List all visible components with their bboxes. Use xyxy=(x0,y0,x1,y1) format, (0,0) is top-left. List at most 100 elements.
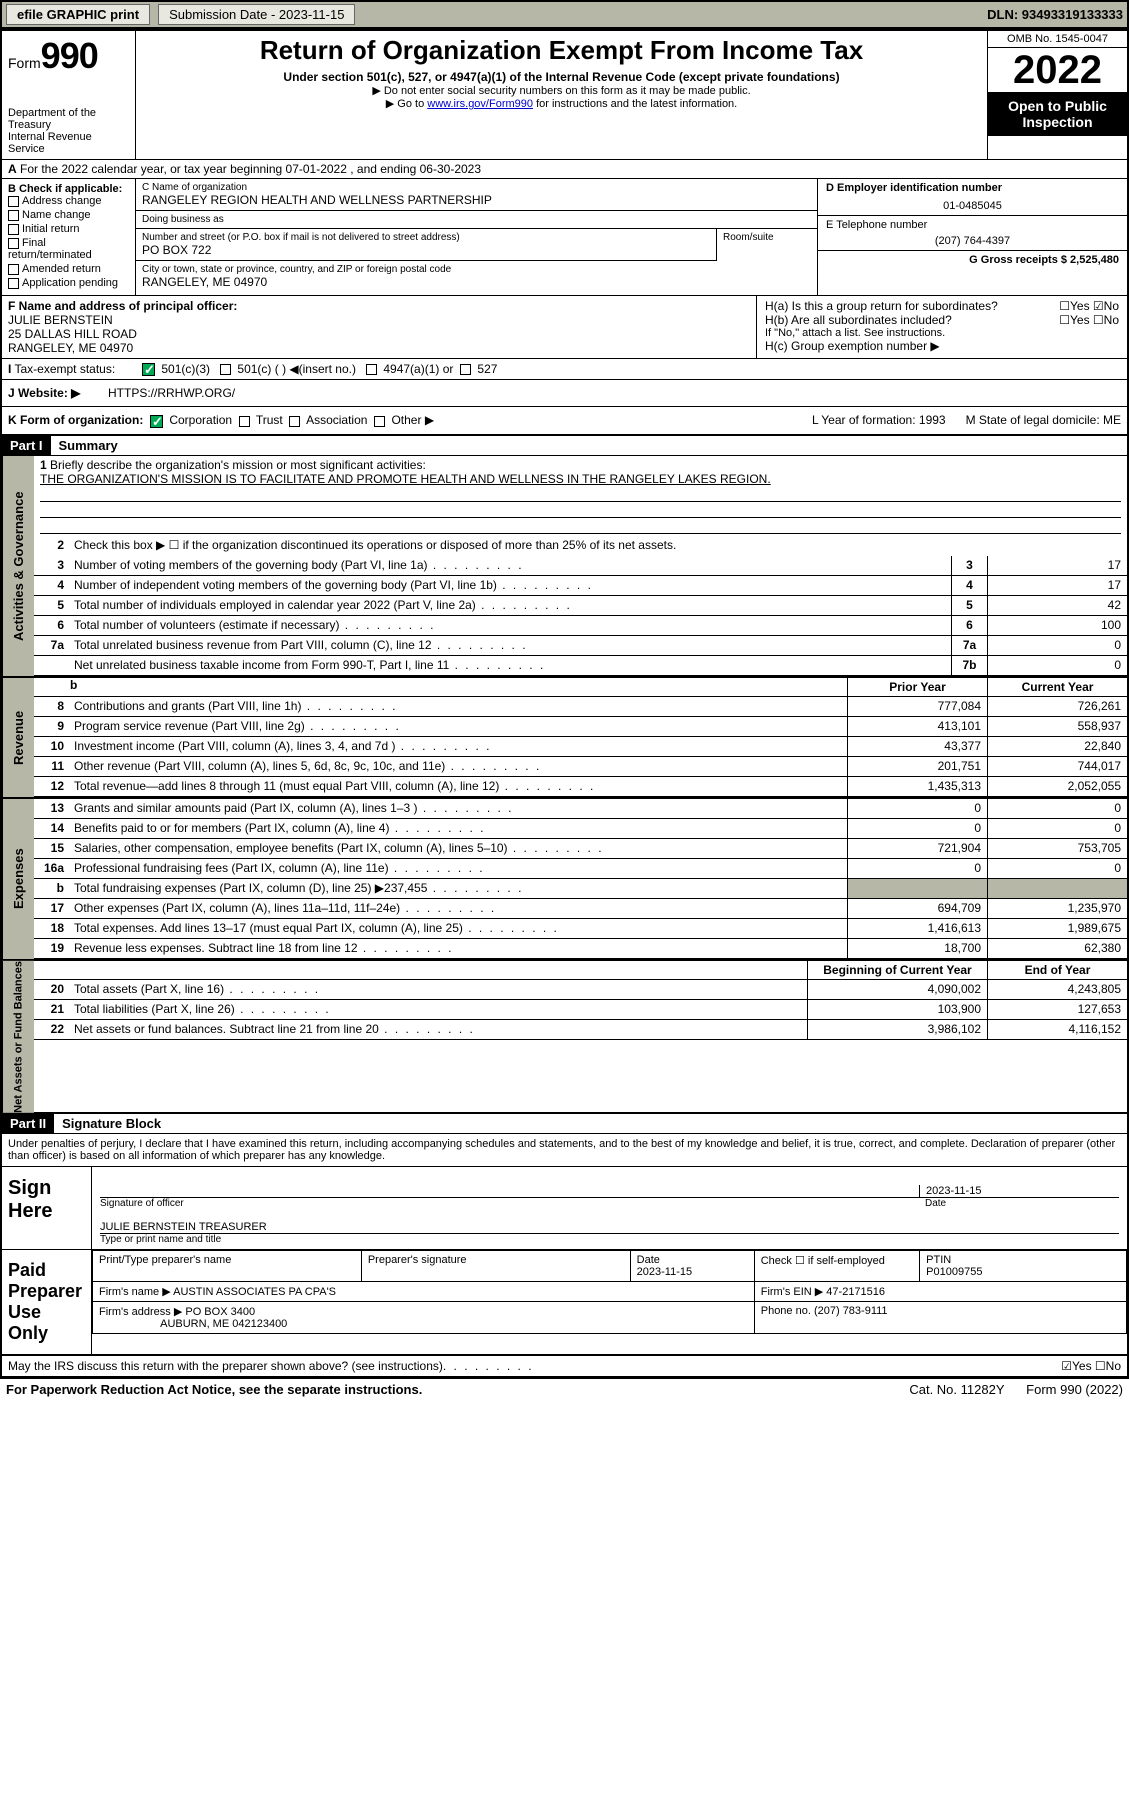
section-net-assets: Net Assets or Fund Balances Beginning of… xyxy=(2,961,1127,1115)
omb-number: OMB No. 1545-0047 xyxy=(988,31,1127,48)
discuss-row: May the IRS discuss this return with the… xyxy=(2,1355,1127,1376)
part-1-header: Part I Summary xyxy=(2,436,1127,456)
cb-527[interactable] xyxy=(460,364,471,375)
paid-preparer-label: Paid Preparer Use Only xyxy=(2,1250,92,1354)
cb-app-pending[interactable]: Application pending xyxy=(8,277,129,289)
goto-pre: ▶ Go to xyxy=(386,98,427,110)
website-url: HTTPS://RRHWP.ORG/ xyxy=(108,386,235,400)
cb-corporation[interactable] xyxy=(150,415,163,428)
line-1-mission: 1 Briefly describe the organization's mi… xyxy=(34,456,1127,536)
sig-date: 2023-11-15 xyxy=(919,1185,1119,1197)
firm-phone: (207) 783-9111 xyxy=(814,1305,888,1317)
prep-name-label: Print/Type preparer's name xyxy=(93,1251,362,1282)
part-2-header: Part II Signature Block xyxy=(2,1114,1127,1134)
self-employed-check[interactable]: Check ☐ if self-employed xyxy=(754,1251,919,1282)
header-right: OMB No. 1545-0047 2022 Open to Public In… xyxy=(987,31,1127,159)
501c-label: 501(c) ( ) ◀(insert no.) xyxy=(237,362,356,376)
org-name-label: C Name of organization xyxy=(142,182,811,193)
form-footer: Form 990 (2022) xyxy=(1026,1382,1123,1397)
firm-addr1: PO BOX 3400 xyxy=(185,1306,255,1318)
summary-line: 3Number of voting members of the governi… xyxy=(34,556,1127,576)
summary-line: 4Number of independent voting members of… xyxy=(34,576,1127,596)
527-label: 527 xyxy=(477,362,497,376)
ha-answer: ☐Yes ☑No xyxy=(1059,299,1119,313)
row-h: H(a) Is this a group return for subordin… xyxy=(757,296,1127,358)
l2-text: Check this box ▶ ☐ if the organization d… xyxy=(70,536,1127,556)
cb-501c3[interactable] xyxy=(142,363,155,376)
perjury-statement: Under penalties of perjury, I declare th… xyxy=(2,1134,1127,1167)
part1-badge: Part I xyxy=(2,436,51,455)
officer-signature-line[interactable] xyxy=(100,1185,919,1197)
cb-association[interactable] xyxy=(289,416,300,427)
col-de: D Employer identification number 01-0485… xyxy=(817,179,1127,295)
sign-here-label: Sign Here xyxy=(2,1167,92,1249)
col-b-checkboxes: B Check if applicable: Address change Na… xyxy=(2,179,136,295)
prior-year-hdr: Prior Year xyxy=(847,678,987,696)
form990-link[interactable]: www.irs.gov/Form990 xyxy=(427,98,533,110)
financial-line: 9Program service revenue (Part VIII, lin… xyxy=(34,717,1127,737)
f-label: F Name and address of principal officer: xyxy=(8,299,237,313)
firm-name: AUSTIN ASSOCIATES PA CPA'S xyxy=(173,1286,336,1298)
officer-addr2: RANGELEY, ME 04970 xyxy=(8,341,750,355)
financial-line: 20Total assets (Part X, line 16)4,090,00… xyxy=(34,980,1127,1000)
addr-value: PO BOX 722 xyxy=(142,243,710,257)
preparer-table: Print/Type preparer's name Preparer's si… xyxy=(92,1250,1127,1334)
assoc-label: Association xyxy=(306,413,367,427)
discuss-answer: ☑Yes ☐No xyxy=(1061,1359,1121,1373)
financial-line: 13Grants and similar amounts paid (Part … xyxy=(34,799,1127,819)
vtab-netassets: Net Assets or Fund Balances xyxy=(2,961,34,1113)
dept-treasury: Department of the Treasury xyxy=(8,107,129,131)
vtab-activities: Activities & Governance xyxy=(2,456,34,676)
part1-title: Summary xyxy=(51,438,118,453)
cb-4947[interactable] xyxy=(366,364,377,375)
summary-line: 5Total number of individuals employed in… xyxy=(34,596,1127,616)
other-label: Other ▶ xyxy=(391,413,434,427)
col-c-name-address: C Name of organization RANGELEY REGION H… xyxy=(136,179,817,295)
sig-officer-label: Signature of officer xyxy=(100,1198,919,1209)
current-year-hdr: Current Year xyxy=(987,678,1127,696)
cb-501c[interactable] xyxy=(220,364,231,375)
financial-line: 17Other expenses (Part IX, column (A), l… xyxy=(34,899,1127,919)
efile-button[interactable]: efile GRAPHIC print xyxy=(6,4,150,25)
subtitle-2: ▶ Do not enter social security numbers o… xyxy=(142,84,981,97)
cb-other[interactable] xyxy=(374,416,385,427)
summary-line: 6Total number of volunteers (estimate if… xyxy=(34,616,1127,636)
cb-final-return[interactable]: Final return/terminated xyxy=(8,237,129,261)
section-expenses: Expenses 13Grants and similar amounts pa… xyxy=(2,799,1127,961)
cb-name-change[interactable]: Name change xyxy=(8,209,129,221)
form-id-block: Form990 Department of the Treasury Inter… xyxy=(2,31,136,159)
cb-initial-return[interactable]: Initial return xyxy=(8,223,129,235)
ptin-value: P01009755 xyxy=(926,1266,982,1278)
financial-line: 22Net assets or fund balances. Subtract … xyxy=(34,1020,1127,1040)
financial-line: 14Benefits paid to or for members (Part … xyxy=(34,819,1127,839)
beg-year-hdr: Beginning of Current Year xyxy=(807,961,987,979)
room-label: Room/suite xyxy=(717,229,817,261)
firm-name-label: Firm's name ▶ xyxy=(99,1286,171,1298)
prep-date-label: Date xyxy=(637,1254,660,1266)
open-public-badge: Open to Public Inspection xyxy=(988,92,1127,136)
ptin-label: PTIN xyxy=(926,1254,951,1266)
financial-line: bTotal fundraising expenses (Part IX, co… xyxy=(34,879,1127,899)
corp-label: Corporation xyxy=(169,413,232,427)
k-label: K Form of organization: xyxy=(8,413,143,427)
financial-line: 19Revenue less expenses. Subtract line 1… xyxy=(34,939,1127,959)
cb-amended[interactable]: Amended return xyxy=(8,263,129,275)
firm-addr2: AUBURN, ME 042123400 xyxy=(160,1318,287,1330)
501c3-label: 501(c)(3) xyxy=(161,362,210,376)
hb-note: If "No," attach a list. See instructions… xyxy=(765,327,1119,339)
b-hdr: b xyxy=(34,678,847,696)
city-label: City or town, state or province, country… xyxy=(142,264,811,275)
mission-text: THE ORGANIZATION'S MISSION IS TO FACILIT… xyxy=(40,472,771,486)
ha-text: H(a) Is this a group return for subordin… xyxy=(765,299,998,313)
cb-address-change[interactable]: Address change xyxy=(8,195,129,207)
row-a-tax-year: A For the 2022 calendar year, or tax yea… xyxy=(2,160,1127,179)
subtitle-1: Under section 501(c), 527, or 4947(a)(1)… xyxy=(142,70,981,84)
city-value: RANGELEY, ME 04970 xyxy=(142,275,811,289)
phone-label: E Telephone number xyxy=(826,219,1119,231)
firm-ein-label: Firm's EIN ▶ xyxy=(761,1286,824,1298)
row-i-tax-status: I Tax-exempt status: 501(c)(3) 501(c) ( … xyxy=(2,359,1127,380)
row-f-officer: F Name and address of principal officer:… xyxy=(2,296,757,358)
row-k-org-form: K Form of organization: Corporation Trus… xyxy=(2,407,1127,435)
financial-line: 21Total liabilities (Part X, line 26)103… xyxy=(34,1000,1127,1020)
cb-trust[interactable] xyxy=(239,416,250,427)
